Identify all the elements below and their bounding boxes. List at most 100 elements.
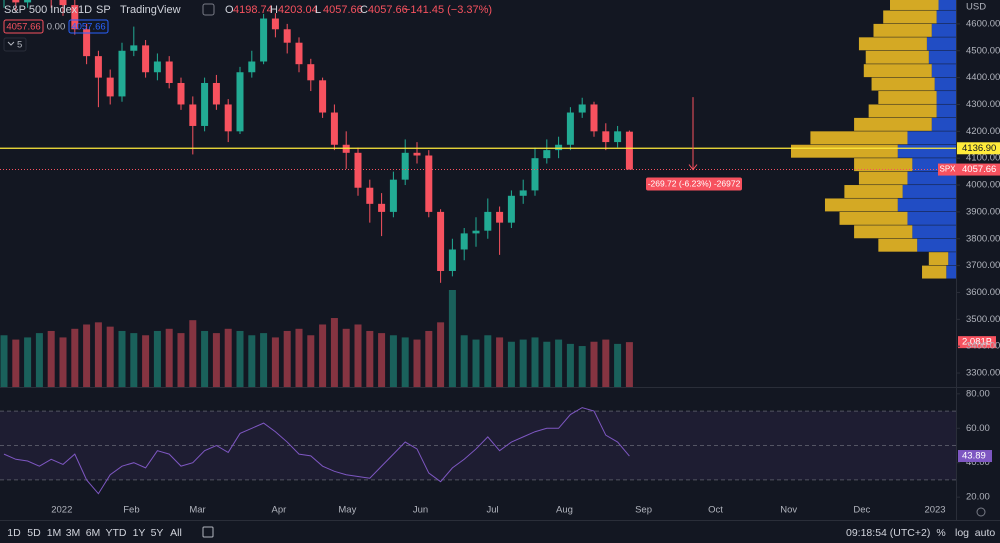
volume-bar: [271, 337, 279, 387]
profile-up: [810, 131, 908, 145]
volume-bar: [614, 343, 622, 387]
candle-body: [389, 179, 397, 212]
candle-body: [283, 29, 291, 43]
volume-bar: [566, 343, 574, 387]
ohlc: O 4198.74H 4203.04L 4057.66C 4057.66: [225, 4, 408, 16]
sell-price[interactable]: 4057.66: [6, 22, 40, 33]
profile-down: [934, 77, 956, 91]
buy-price[interactable]: 4057.66: [71, 22, 105, 33]
ticker-box: [938, 163, 957, 176]
volume-bar: [543, 341, 551, 387]
volume-bar: [59, 337, 67, 387]
rsi-tick-label: 20.00: [966, 492, 990, 503]
volume-bar: [519, 339, 527, 387]
timeframe-button[interactable]: 5D: [27, 527, 41, 539]
volume-bar: [47, 330, 55, 387]
candle-body: [460, 233, 468, 250]
candle-body: [448, 249, 456, 271]
profile-down: [917, 238, 956, 252]
profile-down: [936, 91, 956, 104]
x-tick-label: Oct: [708, 505, 723, 516]
profile-down: [907, 131, 956, 145]
candle-body: [130, 45, 138, 51]
profile-up: [854, 117, 932, 131]
rsi-line: [3, 407, 630, 495]
spread: 0.00: [47, 22, 66, 33]
volume-bar: [378, 333, 386, 387]
volume-bar: [555, 339, 563, 387]
timeframe-button[interactable]: 1D: [7, 527, 21, 539]
volume-bar: [0, 335, 8, 387]
axis-settings[interactable]: [976, 507, 986, 517]
scale-option[interactable]: log: [955, 527, 969, 539]
date-range-icon[interactable]: [202, 526, 214, 538]
candle-body: [366, 187, 374, 204]
volume-bar: [35, 333, 43, 387]
volume-bar: [260, 333, 268, 387]
volume-bar: [248, 335, 256, 387]
currency[interactable]: USD: [966, 2, 986, 13]
candle-body: [260, 18, 268, 62]
volume-bar: [106, 326, 114, 387]
y-tick-label: 3800.00: [966, 233, 1000, 244]
chevron: [7, 41, 15, 46]
main-pane: [0, 0, 956, 387]
timeframe-button[interactable]: All: [170, 527, 182, 539]
scale-option[interactable]: auto: [975, 527, 996, 539]
volume-bar: [366, 330, 374, 387]
timeframe-button[interactable]: YTD: [106, 527, 127, 539]
timeframe-button[interactable]: 3M: [66, 527, 81, 539]
candle-body: [519, 190, 527, 196]
candle-body: [153, 61, 161, 73]
volume-bar: [236, 330, 244, 387]
profile-up: [858, 171, 908, 185]
exchange: SP: [96, 4, 111, 16]
hline-label: 4136.90: [962, 143, 996, 154]
ohlc-value: 4057.66: [368, 4, 408, 16]
x-tick-label: Dec: [853, 505, 870, 516]
timeframe-button[interactable]: 5Y: [151, 527, 164, 539]
volume-bar: [507, 341, 515, 387]
timeframe-button[interactable]: 1Y: [133, 527, 146, 539]
symbol: S&P 500 Index: [4, 4, 78, 16]
volume-bar: [12, 339, 20, 387]
buy-button[interactable]: [68, 19, 109, 34]
measure-label: -269.72 (-6.23%) -26972: [648, 178, 741, 188]
profile-down: [936, 10, 956, 24]
settings-icon[interactable]: [202, 3, 215, 16]
profile-up: [858, 37, 927, 51]
y-tick-label: 4300.00: [966, 99, 1000, 110]
timeframe-button[interactable]: 6M: [86, 527, 101, 539]
candle-body: [271, 18, 279, 30]
candle-body: [378, 203, 386, 212]
clock: 09:18:54 (UTC+2): [846, 527, 930, 539]
ohlc-label: H: [270, 4, 278, 16]
sell-button[interactable]: [3, 19, 44, 34]
candle-body: [224, 104, 232, 132]
volume-bar: [153, 330, 161, 387]
volume-bar: [189, 320, 197, 387]
ticker-label: SPX: [939, 165, 956, 174]
candle-body: [177, 82, 185, 105]
indicators-toggle[interactable]: [3, 37, 27, 52]
indicators-count: 5: [17, 40, 22, 51]
volume-bar: [460, 335, 468, 387]
candle-body: [472, 230, 480, 234]
x-tick-label: Sep: [635, 505, 652, 516]
scale-option[interactable]: %: [936, 527, 945, 539]
candle-body: [59, 0, 67, 6]
timeframe-button[interactable]: 1M: [47, 527, 62, 539]
profile-up: [890, 0, 939, 10]
candle-body: [94, 56, 102, 78]
candle-body: [24, 0, 32, 3]
volume-bar: [212, 333, 220, 387]
measure-arrowhead: [688, 164, 698, 171]
candle-body: [83, 29, 91, 57]
profile-up: [854, 158, 913, 172]
volume-bar: [590, 341, 598, 387]
x-tick-label: 2023: [924, 505, 945, 516]
profile-up: [865, 50, 929, 64]
measure-box: [646, 177, 742, 191]
candle-body: [319, 80, 327, 113]
